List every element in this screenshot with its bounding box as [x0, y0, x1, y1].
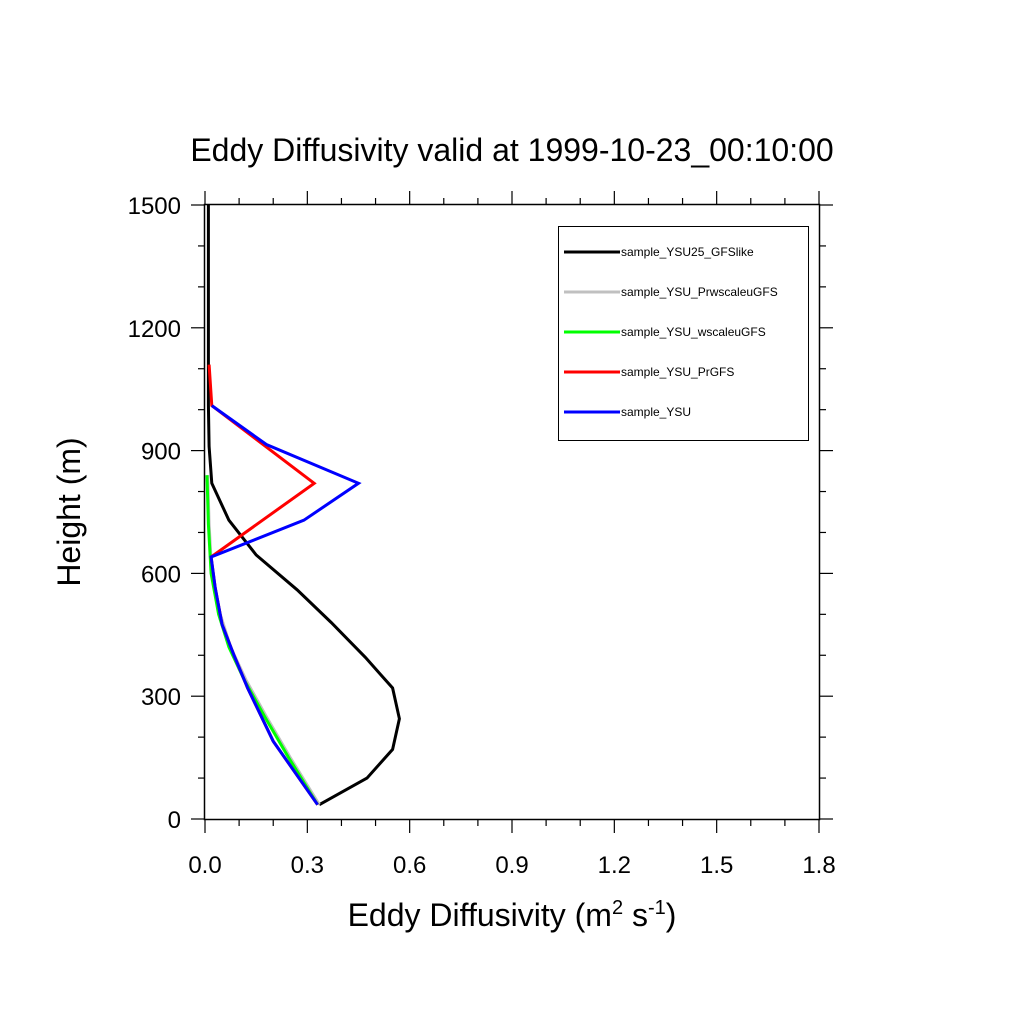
- x-axis-title: Eddy Diffusivity (m2 s-1): [348, 897, 677, 933]
- series-line-1: [206, 475, 321, 806]
- legend: sample_YSU25_GFSlike sample_YSU_Prwscaleu…: [558, 226, 809, 441]
- series-line-0: [206, 205, 401, 807]
- series-line-2: [205, 475, 319, 806]
- x-tick-label: 1.5: [700, 852, 733, 879]
- y-tick-label: 1500: [128, 193, 181, 220]
- y-tick-label: 1200: [128, 316, 181, 343]
- axis-ticks: [191, 191, 833, 833]
- chart-title: Eddy Diffusivity valid at 1999-10-23_00:…: [190, 132, 833, 168]
- y-tick-label: 0: [168, 807, 181, 834]
- y-tick-label: 900: [141, 439, 181, 466]
- plot-lines: [205, 205, 401, 807]
- x-tick-label: 0.0: [188, 852, 221, 879]
- legend-label: sample_YSU_wscaleuGFS: [621, 325, 766, 339]
- legend-label: sample_YSU_PrwscaleuGFS: [621, 285, 778, 299]
- series-line-3: [207, 364, 319, 806]
- y-tick-label: 600: [141, 561, 181, 588]
- x-tick-label: 0.6: [393, 852, 426, 879]
- y-tick-label: 300: [141, 684, 181, 711]
- legend-label: sample_YSU_PrGFS: [621, 365, 734, 379]
- legend-label: sample_YSU25_GFSlike: [621, 245, 754, 259]
- legend-label: sample_YSU: [621, 405, 691, 419]
- x-tick-label: 0.3: [291, 852, 324, 879]
- axis-tick-labels: 0.0 0.3 0.6 0.9 1.2 1.5 1.8 0 300 600 900 1200 1500: [128, 193, 836, 879]
- x-tick-label: 1.8: [802, 852, 835, 879]
- x-tick-label: 0.9: [495, 852, 528, 879]
- series-line-4: [209, 404, 362, 806]
- y-axis-title: Height (m): [51, 437, 87, 586]
- x-tick-label: 1.2: [598, 852, 631, 879]
